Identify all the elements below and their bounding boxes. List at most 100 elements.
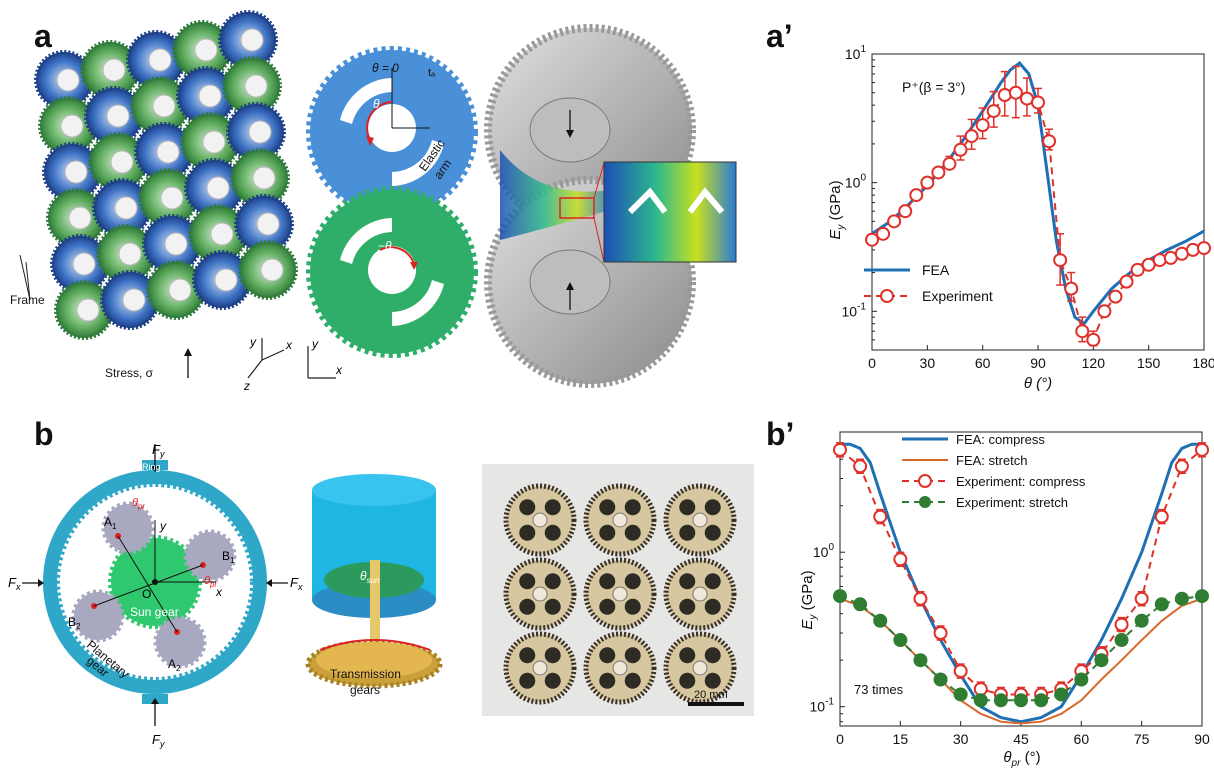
- transmission-assembly: [305, 474, 443, 689]
- photo-gear-hole: [519, 499, 536, 516]
- data-point-3: [913, 653, 928, 668]
- data-point-3: [1195, 589, 1209, 604]
- data-point-1: [1086, 332, 1101, 347]
- data-point-1: [1119, 274, 1134, 289]
- green-gear: [306, 186, 478, 358]
- photo-gear-hub: [532, 586, 548, 602]
- data-point-3: [993, 693, 1008, 708]
- photo-gear-hole: [624, 598, 641, 615]
- x-tick-label: 30: [920, 355, 936, 371]
- panel-letter-a-prime: a’: [766, 18, 793, 54]
- fy-top-label: Fy: [152, 442, 165, 459]
- data-point-2: [853, 459, 868, 474]
- array-gear-hub: [152, 94, 176, 118]
- array-gear-hub: [194, 38, 218, 62]
- chart-b-legend-exp-compress: Experiment: compress: [956, 474, 1086, 489]
- sun-gear-label: Sun gear: [130, 605, 179, 619]
- data-point-1: [1185, 242, 1200, 257]
- photo-gear-hole: [599, 647, 616, 664]
- array-gear-hub: [206, 176, 230, 200]
- x-tick-label: 0: [836, 731, 844, 747]
- photo-gear-hub: [612, 660, 628, 676]
- y-tick-label: 10-1: [810, 697, 835, 715]
- data-point-2: [913, 591, 928, 606]
- photo-gear-hole: [704, 524, 721, 541]
- data-point-3: [1074, 672, 1089, 687]
- chart-b-legend: [902, 437, 948, 508]
- chart-a-legend: [864, 268, 910, 303]
- fx-right-label: Fx: [290, 575, 303, 592]
- data-point-1: [1053, 253, 1068, 268]
- fx-left-label: Fx: [8, 575, 21, 592]
- x-tick-label: 150: [1137, 355, 1161, 371]
- axes-3d: [247, 338, 285, 379]
- array-gear-hub: [102, 58, 126, 82]
- transmission-label-2: gears: [350, 683, 380, 697]
- data-point-1: [997, 88, 1012, 103]
- transmission-label-1: Transmission: [330, 667, 401, 681]
- array-gear-hub: [114, 196, 138, 220]
- data-point-1: [1031, 95, 1045, 110]
- label-x: x: [215, 585, 223, 599]
- stress-label: Stress, σ: [105, 366, 154, 380]
- data-point-2: [1154, 509, 1169, 524]
- theta-label: θ: [373, 97, 380, 111]
- photo-gear-hole: [599, 524, 616, 541]
- data-point-1: [986, 104, 1001, 119]
- array-gear-hub: [210, 222, 234, 246]
- photo-gear-hole: [679, 573, 696, 590]
- array-gear-hub: [106, 104, 130, 128]
- data-point-3: [953, 687, 968, 702]
- x-tick-label: 0: [868, 355, 876, 371]
- data-point-1: [1075, 324, 1090, 339]
- data-point-3: [1114, 633, 1129, 648]
- fy-bottom-label: Fy: [152, 732, 165, 749]
- array-gear-hub: [148, 48, 172, 72]
- axes-2d-y: y: [311, 337, 319, 351]
- array-gear-hub: [110, 150, 134, 174]
- theta-pr-label-2: θpr: [204, 575, 217, 589]
- label-b2: B2: [68, 615, 81, 631]
- chart-a-legend-experiment: Experiment: [922, 288, 993, 304]
- data-point-2: [933, 625, 948, 640]
- photo-gear-hole: [599, 598, 616, 615]
- series-line-0: [840, 442, 1202, 724]
- data-point-1: [964, 129, 979, 144]
- photo-gear-hole: [704, 672, 721, 689]
- illustration-a: Frame Stress, σ y x z θ = 0 θ tₐ Elastic…: [10, 10, 737, 393]
- chart-b-prime: 0 15 30 45 60 75 90 100 10-1 73 times Ey (GPa) θ…: [800, 431, 1210, 769]
- photo-gear-hole: [519, 672, 536, 689]
- data-point-3: [1034, 693, 1049, 708]
- array-gear-hub: [72, 252, 96, 276]
- array-gear-hub: [202, 130, 226, 154]
- photo-gear-hole: [624, 672, 641, 689]
- photo-gear-hole: [679, 598, 696, 615]
- label-a2: A2: [168, 657, 181, 673]
- array-gear-hub: [214, 268, 238, 292]
- photo-gear-hole: [624, 524, 641, 541]
- photo-gear-hole: [704, 499, 721, 516]
- label-y: y: [159, 519, 167, 533]
- photo-gear-hole: [519, 598, 536, 615]
- label-b1: B1: [222, 549, 235, 565]
- array-gear-hub: [56, 68, 80, 92]
- chart-a-ylabel: Ey (GPa): [827, 180, 847, 239]
- x-tick-label: 75: [1134, 731, 1150, 747]
- y-tick-label: 100: [813, 542, 835, 560]
- photo-gear-hole: [624, 573, 641, 590]
- panel-letter-b: b: [34, 416, 54, 452]
- data-point-2: [1195, 442, 1209, 457]
- photo-gear-hole: [519, 524, 536, 541]
- photo-gear-hole: [704, 573, 721, 590]
- data-point-3: [1154, 597, 1169, 612]
- chart-a-xlabel: θ (°): [1024, 375, 1052, 392]
- chart-b-ylabel: Ey (GPa): [800, 570, 819, 629]
- photo-gear-hub: [532, 512, 548, 528]
- x-tick-label: 60: [1074, 731, 1090, 747]
- data-point-2: [1134, 591, 1149, 606]
- array-gear-hub: [122, 288, 146, 312]
- photo-gear-hole: [544, 672, 561, 689]
- array-gear-hub: [256, 212, 280, 236]
- array-gear-hub: [156, 140, 180, 164]
- chart-b-annotation: 73 times: [854, 682, 904, 697]
